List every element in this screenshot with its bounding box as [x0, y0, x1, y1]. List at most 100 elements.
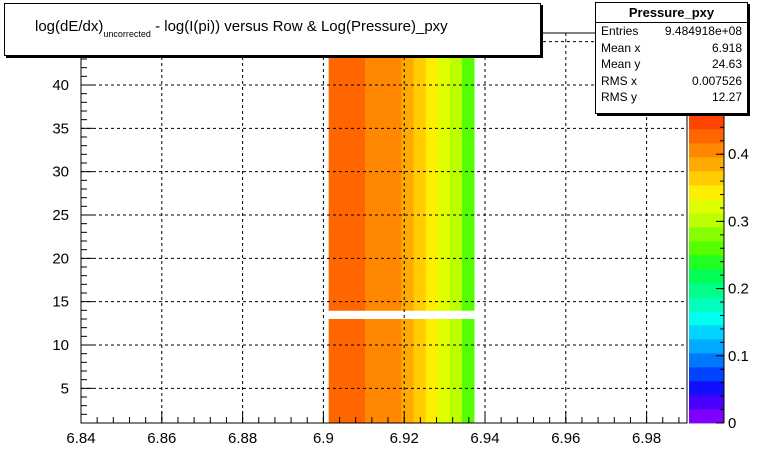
stats-key: RMS y — [601, 90, 637, 104]
heatmap-cell — [365, 137, 378, 147]
heatmap-cell — [328, 301, 342, 311]
heatmap-cell — [449, 397, 463, 407]
heatmap-cell — [352, 301, 366, 311]
heatmap-cell — [389, 206, 402, 216]
heatmap-cell — [377, 371, 390, 381]
heatmap-cell — [413, 371, 427, 381]
heatmap-cell — [425, 336, 439, 346]
heatmap-cell — [328, 119, 342, 129]
heatmap-cell — [437, 223, 451, 233]
heatmap-cell — [437, 197, 451, 207]
x-tick-label: 6.88 — [228, 430, 257, 447]
heatmap-cell — [461, 301, 475, 311]
heatmap-cell — [389, 275, 402, 285]
heatmap-cell — [449, 293, 463, 303]
heatmap-cell — [340, 414, 354, 424]
heatmap-cell — [340, 223, 354, 233]
heatmap-cell — [328, 102, 342, 112]
chart-title: log(dE/dx)uncorrected - log(I(pi)) versu… — [35, 18, 448, 39]
heatmap-cell — [401, 128, 414, 138]
heatmap-cell — [389, 189, 402, 199]
heatmap-cell — [377, 67, 390, 77]
heatmap-cell — [461, 206, 475, 216]
heatmap-cell — [449, 388, 463, 398]
heatmap-cell — [365, 275, 378, 285]
heatmap-cell — [365, 267, 378, 277]
heatmap-cell — [389, 336, 402, 346]
heatmap-cell — [437, 145, 451, 155]
heatmap-cell — [352, 163, 366, 173]
z-tick-label: 0.3 — [728, 213, 749, 230]
x-tick-label: 6.92 — [390, 430, 419, 447]
heatmap-cell — [340, 284, 354, 294]
heatmap-cell — [425, 102, 439, 112]
heatmap-cell — [340, 215, 354, 225]
heatmap-cell — [389, 327, 402, 337]
heatmap-cell — [425, 85, 439, 95]
heatmap-cell — [437, 353, 451, 363]
heatmap-cell — [377, 353, 390, 363]
heatmap-cell — [461, 223, 475, 233]
heatmap-cell — [389, 241, 402, 251]
heatmap-cell — [413, 119, 427, 129]
heatmap-cell — [377, 180, 390, 190]
heatmap-cell — [340, 275, 354, 285]
heatmap-cell — [401, 67, 414, 77]
heatmap-cell — [425, 405, 439, 415]
heatmap-cell — [365, 241, 378, 251]
heatmap-cell — [461, 215, 475, 225]
heatmap-cell — [461, 102, 475, 112]
heatmap-cell — [340, 93, 354, 103]
heatmap-cell — [377, 397, 390, 407]
heatmap-cell — [352, 336, 366, 346]
palette-swatch — [689, 185, 724, 200]
heatmap-cell — [352, 353, 366, 363]
heatmap-cell — [377, 145, 390, 155]
heatmap-cell — [449, 379, 463, 389]
heatmap-cell — [340, 67, 354, 77]
heatmap-cell — [425, 293, 439, 303]
heatmap-cell — [461, 67, 475, 77]
heatmap-cell — [377, 362, 390, 372]
heatmap-cell — [437, 362, 451, 372]
heatmap-cell — [425, 223, 439, 233]
stats-box: Pressure_pxy Entries 9.484918e+08 Mean x 6… — [595, 2, 748, 114]
heatmap-cell — [365, 353, 378, 363]
heatmap-cell — [449, 232, 463, 242]
heatmap-cell — [461, 258, 475, 268]
heatmap-cell — [340, 249, 354, 259]
heatmap-cell — [437, 180, 451, 190]
heatmap-cell — [425, 206, 439, 216]
palette-swatch — [689, 241, 724, 256]
heatmap-cell — [425, 119, 439, 129]
heatmap-cell — [401, 379, 414, 389]
heatmap-cell — [413, 258, 427, 268]
heatmap-cell — [340, 319, 354, 329]
heatmap-cell — [461, 362, 475, 372]
heatmap-cell — [389, 67, 402, 77]
heatmap-cell — [425, 137, 439, 147]
heatmap-cell — [389, 362, 402, 372]
heatmap-cell — [425, 111, 439, 121]
heatmap-cell — [340, 388, 354, 398]
heatmap-cell — [413, 267, 427, 277]
heatmap-cell — [413, 353, 427, 363]
heatmap-cell — [425, 93, 439, 103]
heatmap-cell — [340, 59, 354, 69]
heatmap-cell — [328, 249, 342, 259]
heatmap-cell — [425, 353, 439, 363]
heatmap-cell — [365, 336, 378, 346]
heatmap-cell — [377, 241, 390, 251]
title-subscript: uncorrected — [103, 29, 151, 39]
heatmap-cell — [340, 76, 354, 86]
heatmap-cell — [413, 137, 427, 147]
heatmap-cell — [401, 171, 414, 181]
heatmap-cell — [401, 414, 414, 424]
heatmap-cell — [401, 223, 414, 233]
heatmap-cell — [328, 345, 342, 355]
heatmap-cell — [328, 67, 342, 77]
heatmap-cell — [401, 362, 414, 372]
y-tick-label: 30 — [52, 164, 69, 181]
heatmap-cell — [377, 137, 390, 147]
heatmap-cell — [449, 362, 463, 372]
